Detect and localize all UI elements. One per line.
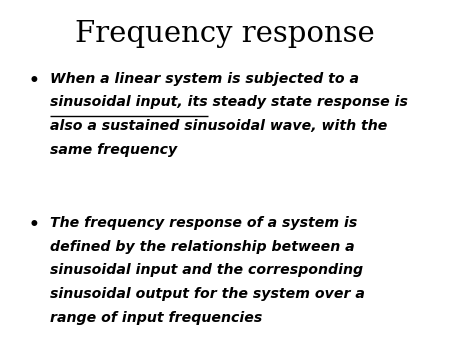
Text: also a sustained sinusoidal wave, with the: also a sustained sinusoidal wave, with t… <box>50 119 387 133</box>
Text: Frequency response: Frequency response <box>75 20 375 48</box>
Text: •: • <box>28 72 39 90</box>
Text: sinusoidal input: sinusoidal input <box>50 95 177 110</box>
Text: same frequency: same frequency <box>50 143 177 157</box>
Text: The frequency response of a system is: The frequency response of a system is <box>50 216 357 230</box>
Text: sinusoidal output for the system over a: sinusoidal output for the system over a <box>50 287 365 301</box>
Text: •: • <box>28 216 39 234</box>
Text: When a linear system is subjected to a: When a linear system is subjected to a <box>50 72 359 86</box>
Text: defined by the relationship between a: defined by the relationship between a <box>50 240 355 254</box>
Text: sinusoidal input, its steady state response is: sinusoidal input, its steady state respo… <box>50 95 408 110</box>
Text: range of input frequencies: range of input frequencies <box>50 311 262 325</box>
Text: sinusoidal input and the corresponding: sinusoidal input and the corresponding <box>50 263 363 277</box>
